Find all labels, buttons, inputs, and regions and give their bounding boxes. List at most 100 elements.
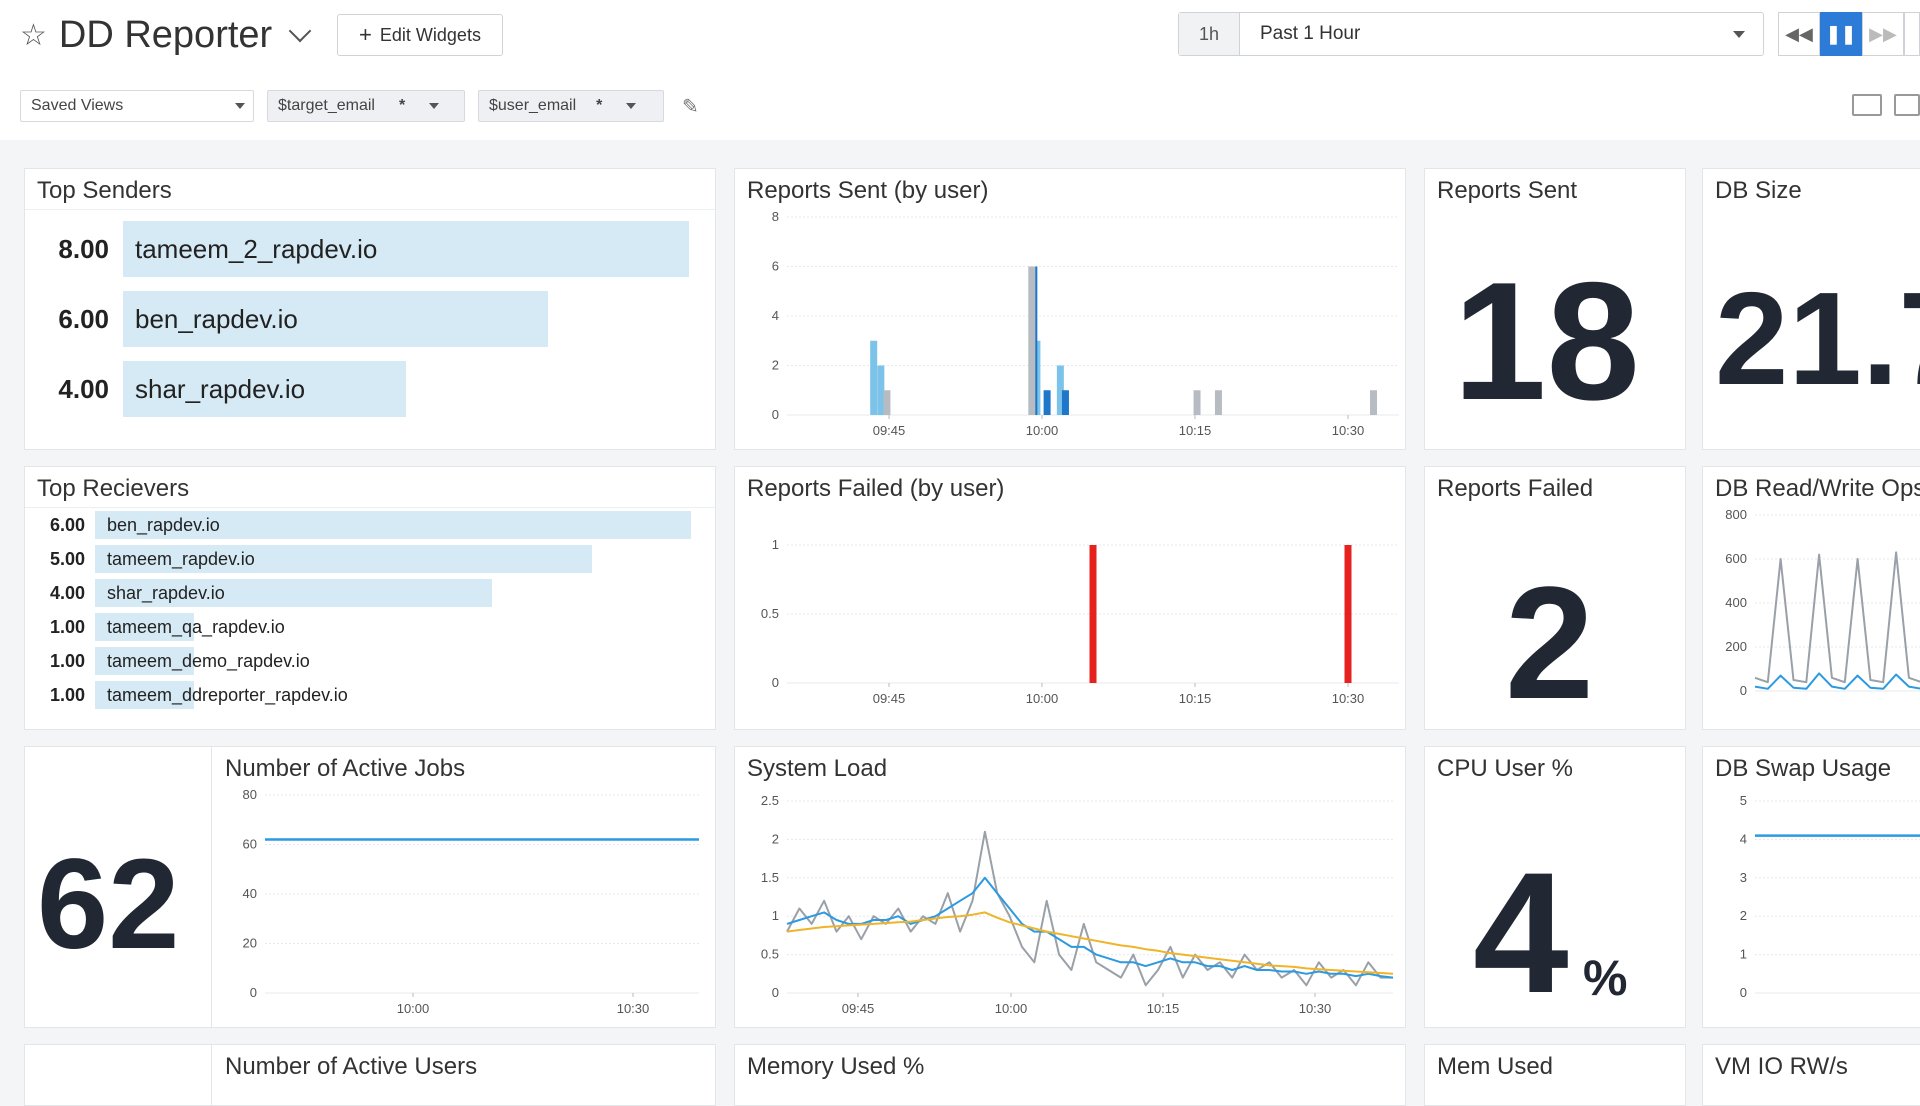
edit-widgets-button[interactable]: + Edit Widgets — [337, 14, 503, 56]
series-line — [1754, 551, 1920, 684]
x-tick-label: 10:30 — [1299, 1001, 1332, 1016]
series-line — [786, 911, 1394, 975]
y-tick-label: 0 — [250, 985, 257, 1000]
toplist-row[interactable]: 6.00 ben_rapdev.io — [25, 291, 715, 347]
y-tick-label: 0 — [772, 407, 779, 422]
target-email-variable[interactable]: $target_email * — [267, 90, 465, 122]
vm-io-widget: VM IO RW/s — [1702, 1044, 1920, 1106]
target-email-label: $target_email — [278, 97, 375, 114]
toplist-name: shar_rapdev.io — [107, 582, 225, 603]
toplist-row[interactable]: 1.00 tameem_qa_rapdev.io — [25, 613, 715, 641]
toplist-value: 4.00 — [58, 373, 109, 404]
db-read-write-widget: DB Read/Write Ops 020040060080010:00 — [1702, 466, 1920, 730]
toplist-value: 1.00 — [49, 684, 85, 705]
toplist-row[interactable]: 1.00 tameem_ddreporter_rapdev.io — [25, 681, 715, 709]
rewind-button[interactable]: ◀◀ — [1778, 12, 1820, 56]
toplist-value: 1.00 — [49, 616, 85, 637]
reports-sent-widget: Reports Sent 18 — [1424, 168, 1686, 450]
series-line — [786, 876, 1394, 979]
y-tick-label: 600 — [1725, 551, 1747, 566]
memory-used-pct-widget: Memory Used % — [734, 1044, 1406, 1106]
bar — [870, 340, 878, 415]
fast-forward-icon: ▶▶ — [1869, 23, 1897, 44]
active-jobs-chart[interactable]: 0 20 40 60 80 10:00 10:30 — [213, 787, 713, 1027]
reports-failed-bar-chart[interactable]: 0 0.5 1 09:45 10:00 10:15 10:30 — [735, 507, 1405, 729]
fast-forward-button[interactable]: ▶▶ — [1862, 12, 1904, 56]
active-jobs-widget: 62 Number of Active Jobs 0 20 40 60 80 10:00 1… — [24, 746, 716, 1028]
toplist-row[interactable]: 4.00 shar_rapdev.io — [25, 361, 715, 417]
toplist-bar — [95, 511, 691, 539]
toplist-bar — [95, 613, 194, 641]
toplist-name: tameem_ddreporter_rapdev.io — [107, 684, 348, 705]
cpu-user-unit: % — [1583, 950, 1628, 1006]
user-email-label: $user_email — [489, 97, 577, 114]
time-pill: 1h — [1179, 13, 1240, 55]
y-tick-label: 2 — [772, 831, 779, 846]
x-tick-label: 10:15 — [1147, 1001, 1180, 1016]
time-range-selector[interactable]: 1h Past 1 Hour — [1178, 12, 1764, 56]
top-receivers-widget: Top Recievers 6.00 ben_rapdev.io 5.00 tamee… — [24, 466, 716, 730]
pause-button[interactable]: ❚❚ — [1820, 12, 1862, 56]
star-icon[interactable]: ☆ — [20, 18, 47, 52]
db-swap-chart[interactable]: 01234510:00 — [1703, 787, 1920, 1027]
bar — [1043, 390, 1051, 415]
widget-title: Reports Failed (by user) — [747, 475, 1005, 502]
chevron-down-icon[interactable] — [288, 19, 312, 43]
bar — [883, 390, 891, 415]
x-tick-label: 10:30 — [1332, 691, 1365, 706]
widget-title: CPU User % — [1437, 755, 1574, 782]
toplist-value: 4.00 — [49, 582, 85, 603]
db-read-write-chart[interactable]: 020040060080010:00 — [1703, 507, 1920, 729]
chevron-down-icon — [626, 103, 637, 109]
toplist-bar — [123, 361, 406, 417]
active-jobs-value: 62 — [37, 833, 180, 976]
cpu-user-value: 4 — [1473, 837, 1569, 1028]
series-line — [1754, 672, 1920, 690]
toplist-row[interactable]: 5.00 tameem_rapdev.io — [25, 545, 715, 573]
y-tick-label: 0.5 — [761, 947, 779, 962]
y-tick-label: 200 — [1725, 639, 1747, 654]
y-tick-label: 2.5 — [761, 793, 779, 808]
toplist-bar — [95, 579, 492, 607]
mem-used-widget: Mem Used — [1424, 1044, 1686, 1106]
edit-widgets-label: Edit Widgets — [379, 24, 481, 45]
y-tick-label: 3 — [1740, 870, 1747, 885]
reports-sent-bar-chart[interactable]: 0 2 4 6 8 09:45 10:00 10:15 10:30 — [735, 209, 1405, 449]
toplist-bar — [95, 681, 194, 709]
active-users-widget: Number of Active Users — [24, 1044, 716, 1106]
toplist-row[interactable]: 6.00 ben_rapdev.io — [25, 511, 715, 539]
saved-views-dropdown[interactable]: Saved Views — [20, 90, 254, 122]
series-line — [786, 830, 1393, 987]
widget-title: Reports Sent (by user) — [747, 177, 989, 204]
user-email-variable[interactable]: $user_email * — [478, 90, 664, 122]
x-tick-label: 10:00 — [995, 1001, 1028, 1016]
pencil-icon[interactable]: ✎ — [682, 96, 699, 118]
y-tick-label: 400 — [1725, 595, 1747, 610]
widget-title: DB Size — [1715, 177, 1802, 204]
toplist-name: ben_rapdev.io — [107, 514, 220, 535]
more-button[interactable] — [1904, 12, 1920, 56]
widget-title: System Load — [747, 755, 888, 782]
system-load-widget: System Load 0 0.5 1 1.5 2 2.5 09:45 10:00 10:15 1… — [734, 746, 1406, 1028]
dashboard-header: ☆ DD Reporter + Edit Widgets 1h Past 1 H… — [0, 0, 1920, 140]
keyboard-icon[interactable] — [1852, 94, 1882, 116]
toplist-row[interactable]: 4.00 shar_rapdev.io — [25, 579, 715, 607]
widget-title: DB Swap Usage — [1715, 755, 1892, 782]
pause-icon: ❚❚ — [1825, 23, 1857, 44]
toplist-row[interactable]: 8.00 tameem_2_rapdev.io — [25, 221, 715, 277]
reports-sent-value: 18 — [1453, 247, 1640, 435]
toplist-value: 6.00 — [58, 303, 109, 334]
dashboard-title: DD Reporter — [58, 13, 273, 56]
toplist-row[interactable]: 1.00 tameem_demo_rapdev.io — [25, 647, 715, 675]
divider — [211, 1045, 212, 1105]
y-tick-label: 0.5 — [761, 606, 779, 621]
system-load-chart[interactable]: 0 0.5 1 1.5 2 2.5 09:45 10:00 10:15 10:30 — [735, 787, 1405, 1027]
toplist-value: 6.00 — [49, 514, 85, 535]
time-range-label: Past 1 Hour — [1260, 23, 1361, 44]
y-tick-label: 0 — [772, 985, 779, 1000]
target-email-value: * — [398, 97, 406, 114]
bar — [877, 365, 885, 415]
y-tick-label: 40 — [243, 886, 257, 901]
x-tick-label: 10:30 — [617, 1001, 650, 1016]
tv-mode-icon[interactable] — [1894, 94, 1920, 116]
